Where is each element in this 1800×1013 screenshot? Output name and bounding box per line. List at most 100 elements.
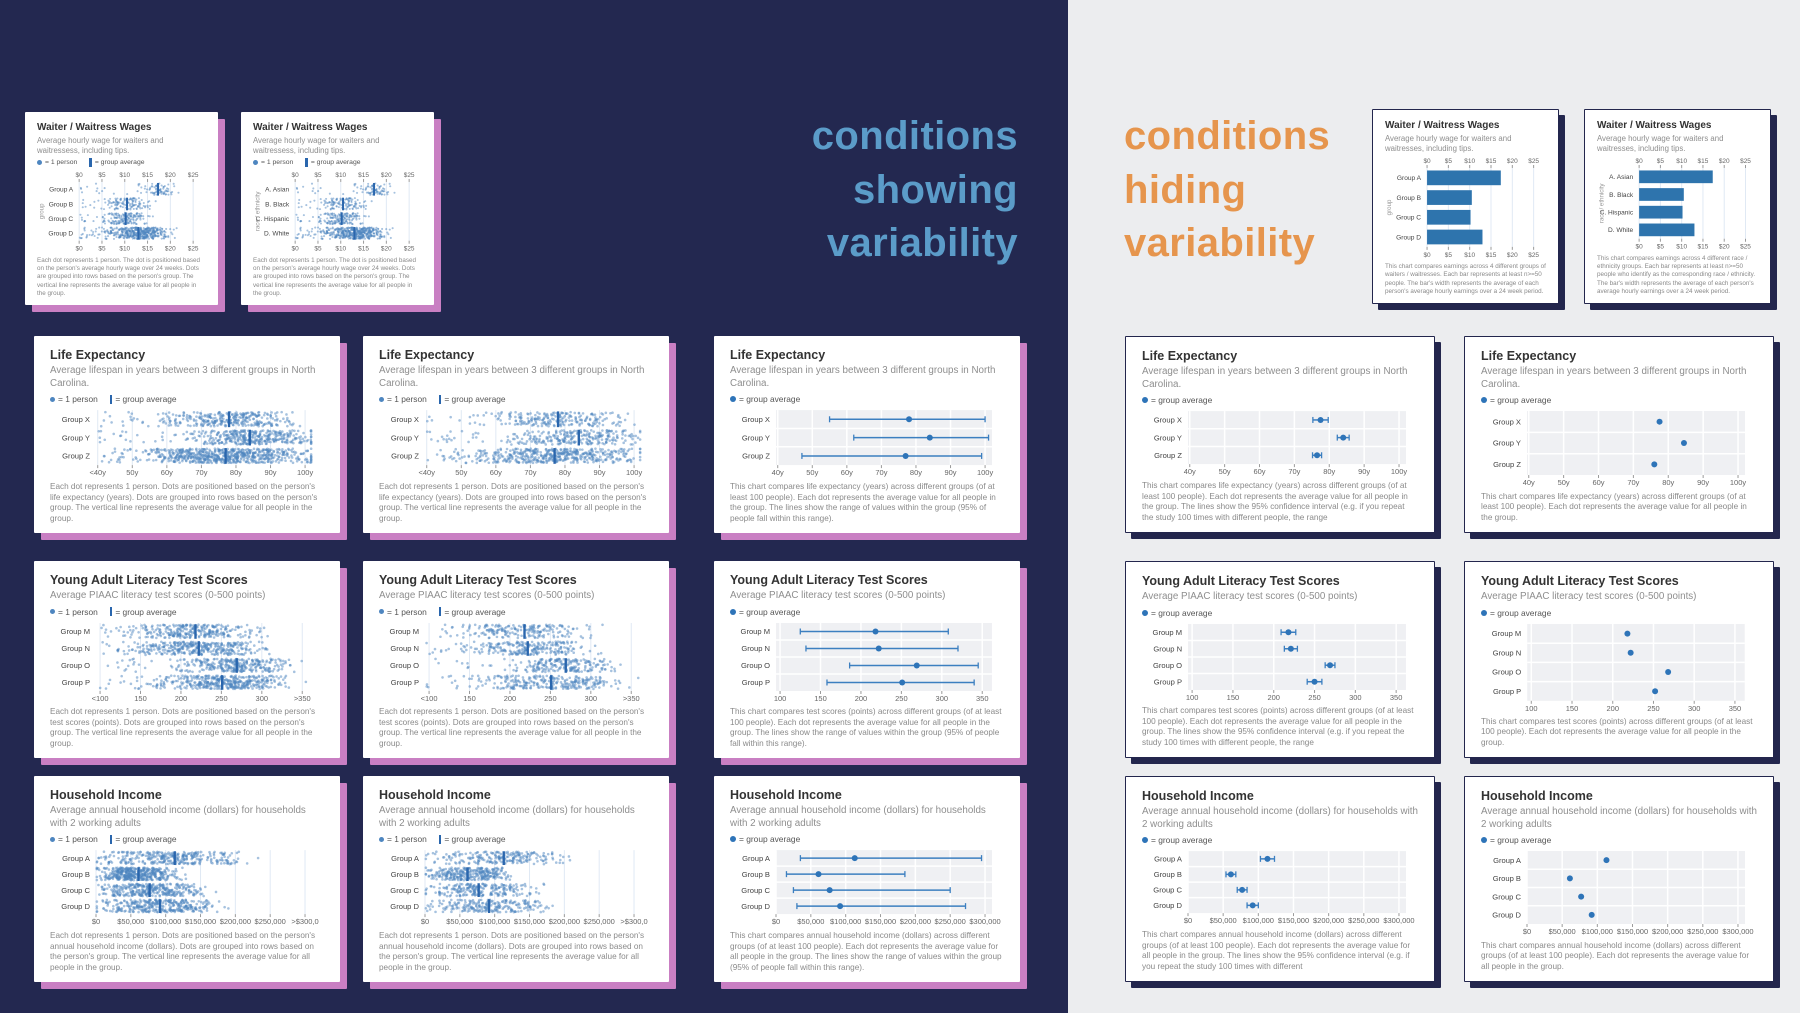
group-average-line-icon xyxy=(438,394,442,404)
card-subtitle: Average lifespan in years between 3 diff… xyxy=(1142,366,1408,390)
svg-text:90y: 90y xyxy=(593,469,605,478)
card-title: Household Income xyxy=(1481,789,1593,803)
svg-text:200: 200 xyxy=(175,694,187,703)
svg-text:150: 150 xyxy=(134,694,147,703)
card-subtitle: Average hourly wage for waiters and wait… xyxy=(37,136,164,155)
svg-text:$0: $0 xyxy=(292,172,300,179)
plot-area: $0 $50,000 $100,000 $150,000 $200,000 $250,00… xyxy=(741,850,1001,927)
card-title: Young Adult Literacy Test Scores xyxy=(1142,574,1340,588)
legend-label: = group average xyxy=(739,606,801,617)
svg-text:Group C: Group C xyxy=(48,216,73,223)
chart-legend: = group average xyxy=(1142,835,1418,845)
card-caption: Each dot represents 1 person. The dot is… xyxy=(253,257,417,297)
heading-line: showing xyxy=(852,167,1018,212)
heading-line: conditions xyxy=(1124,114,1331,158)
svg-text:50y: 50y xyxy=(806,469,818,478)
svg-text:Group P: Group P xyxy=(62,678,90,687)
svg-text:C. Hispanic: C. Hispanic xyxy=(256,216,290,223)
svg-text:Group Z: Group Z xyxy=(742,452,770,461)
legend-label: = group average xyxy=(444,394,506,405)
svg-text:$0: $0 xyxy=(76,172,84,179)
legend-label: = group average xyxy=(1151,835,1213,846)
legend-label: = group average xyxy=(115,834,177,845)
legend-label: = 1 person xyxy=(387,606,427,617)
average-dot-icon xyxy=(1142,397,1148,404)
svg-text:Group X: Group X xyxy=(742,415,770,424)
svg-text:$20: $20 xyxy=(165,172,176,179)
legend-item: = 1 person xyxy=(379,607,427,617)
card-subtitle: Average PIAAC literacy test scores (0-50… xyxy=(730,590,946,601)
average-dot-icon xyxy=(730,396,736,403)
card-caption: Each dot represents 1 person. Dots are p… xyxy=(379,481,647,524)
card-subtitle: Average PIAAC literacy test scores (0-50… xyxy=(1481,591,1697,602)
legend-item: = 1 person xyxy=(37,159,77,166)
chart-card-lit-ci: Young Adult Literacy Test Scores Average… xyxy=(1125,561,1435,758)
card-title: Life Expectancy xyxy=(730,348,826,362)
plot-area: <40y 50y 60y 70y 80y 90y 100y Group X Group Y Gro… xyxy=(62,410,314,478)
average-dot-icon xyxy=(379,396,384,402)
group-average-line-icon xyxy=(109,394,113,404)
chart-legend: = 1 person = group average xyxy=(379,834,653,844)
card-title: Waiter / Waitress Wages xyxy=(37,122,152,133)
legend-item: = group average xyxy=(1142,395,1212,405)
chart-legend: = group average xyxy=(1481,835,1757,845)
legend-item: = group average xyxy=(438,607,506,617)
card-subtitle: Average PIAAC literacy test scores (0-50… xyxy=(1142,591,1358,602)
chart-card-lit-strip-a: Young Adult Literacy Test Scores Average… xyxy=(34,561,340,758)
card-caption: This chart compares annual household inc… xyxy=(1481,940,1750,972)
legend-item: = group average xyxy=(730,394,800,404)
svg-text:B. Black: B. Black xyxy=(265,202,290,209)
legend-item: = group average xyxy=(1142,835,1212,845)
svg-text:Group M: Group M xyxy=(61,627,90,636)
heading-line: variability xyxy=(1124,221,1316,266)
svg-text:80y: 80y xyxy=(559,469,571,478)
svg-text:$20: $20 xyxy=(381,172,392,179)
svg-text:250: 250 xyxy=(215,694,228,703)
chart-card-life-dots: Life Expectancy Average lifespan in year… xyxy=(1464,336,1774,533)
legend-item: = group average xyxy=(730,607,800,617)
plot-area: $0$0$5$5$10$10$15$15$20$20$25$25A. Asian… xyxy=(1598,158,1751,251)
svg-text:60y: 60y xyxy=(490,469,502,478)
svg-text:$0: $0 xyxy=(292,246,300,253)
svg-text:$5: $5 xyxy=(314,172,322,179)
svg-text:90y: 90y xyxy=(264,469,276,478)
card-caption: This chart compares earnings across 4 di… xyxy=(1597,255,1756,295)
plot-area: $0$0$5$5$10$10$15$15$20$20$25$25A. Asian… xyxy=(254,172,415,253)
legend-item: = group average xyxy=(1481,835,1551,845)
plot-area: $0 $0 $5 $5 $10 $10 $15 $15 $20 $20 $25 $25 Group A G… xyxy=(38,172,199,253)
legend-label: = 1 person xyxy=(387,394,427,405)
legend-label: = 1 person xyxy=(387,834,427,845)
card-caption: Each dot represents 1 person. Dots are p… xyxy=(379,706,645,749)
chart-card-lit-range: Young Adult Literacy Test Scores Average… xyxy=(714,561,1020,758)
chart-card-lit-dots: Young Adult Literacy Test Scores Average… xyxy=(1464,561,1774,758)
card-subtitle: Average annual household income (dollars… xyxy=(730,805,986,829)
legend-label: = 1 person xyxy=(45,159,78,167)
svg-text:$15: $15 xyxy=(358,246,369,253)
svg-text:$15: $15 xyxy=(358,172,369,179)
chart-legend: = group average xyxy=(1481,395,1757,405)
average-dot-icon xyxy=(730,836,736,843)
legend-item: = group average xyxy=(730,834,800,844)
svg-text:80y: 80y xyxy=(910,469,922,478)
chart-card-life-strip-b: Life Expectancy Average lifespan in year… xyxy=(363,336,669,533)
svg-text:$5: $5 xyxy=(98,172,106,179)
svg-text:100y: 100y xyxy=(297,469,314,478)
svg-text:<40y: <40y xyxy=(418,469,435,478)
chart-legend: = group average xyxy=(1142,395,1418,405)
legend-label: = 1 person xyxy=(261,159,294,167)
svg-text:$5: $5 xyxy=(314,246,322,253)
legend-item: = group average xyxy=(1142,608,1212,618)
average-dot-icon xyxy=(1142,609,1148,616)
svg-text:$20: $20 xyxy=(381,246,392,253)
svg-text:80y: 80y xyxy=(230,469,242,478)
group-average-line-icon xyxy=(438,607,442,617)
card-caption: Each dot represents 1 person. The dot is… xyxy=(37,257,201,297)
chart-legend: = 1 person = group average xyxy=(37,158,206,168)
legend-item: = group average xyxy=(1481,608,1551,618)
card-subtitle: Average lifespan in years between 3 diff… xyxy=(1481,366,1747,390)
svg-text:$0: $0 xyxy=(76,246,84,253)
svg-text:$15: $15 xyxy=(142,246,153,253)
svg-text:Group Y: Group Y xyxy=(391,434,419,443)
